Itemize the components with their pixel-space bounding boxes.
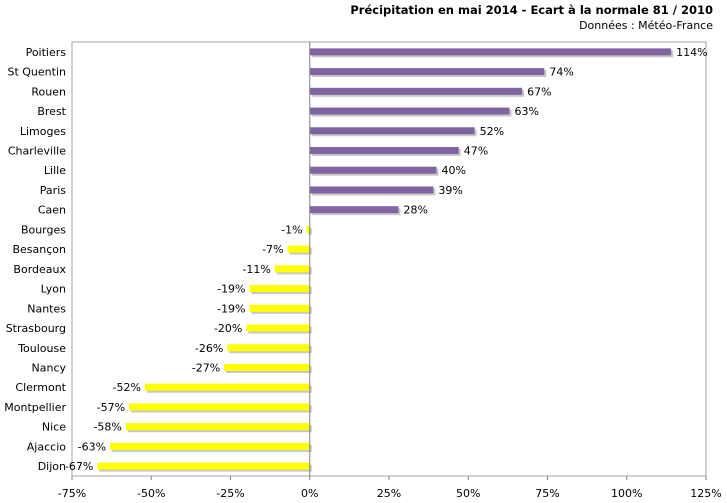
value-label: -11% xyxy=(242,263,270,276)
bar-brest xyxy=(309,107,510,115)
bar-bourges xyxy=(306,225,310,233)
value-label: -52% xyxy=(112,381,140,394)
value-label: -19% xyxy=(217,302,245,315)
category-label: Caen xyxy=(38,204,66,217)
value-label: 114% xyxy=(676,46,707,59)
bar-bordeaux xyxy=(274,265,310,273)
category-label: Strasbourg xyxy=(6,322,66,335)
bar-caen xyxy=(309,206,399,214)
category-label: Bourges xyxy=(21,223,66,236)
category-label: Ajaccio xyxy=(27,440,66,453)
category-label: Clermont xyxy=(15,381,66,394)
value-label: 39% xyxy=(438,184,462,197)
bar-limoges xyxy=(309,127,475,135)
value-label: 74% xyxy=(549,66,573,79)
value-label: -63% xyxy=(78,440,106,453)
x-tick-label: 100% xyxy=(611,487,642,500)
category-label: Poitiers xyxy=(26,46,67,59)
value-label: 28% xyxy=(404,204,428,217)
value-label: -19% xyxy=(217,283,245,296)
bar-dijon xyxy=(97,462,310,470)
category-label: Nantes xyxy=(27,302,66,315)
value-label: -27% xyxy=(192,362,220,375)
value-label: -57% xyxy=(97,401,125,414)
value-label: 52% xyxy=(480,125,504,138)
value-label: -1% xyxy=(281,223,302,236)
x-tick-label: -75% xyxy=(58,487,86,500)
chart-title: Précipitation en mai 2014 - Ecart à la n… xyxy=(350,3,713,17)
category-label: Bordeaux xyxy=(13,263,66,276)
x-tick-label: 50% xyxy=(456,487,480,500)
value-label: -58% xyxy=(93,421,121,434)
category-label: Nice xyxy=(42,421,66,434)
category-label: Charleville xyxy=(8,145,66,158)
bar-st-quentin xyxy=(309,68,545,76)
bar-paris xyxy=(309,186,434,194)
value-label: -67% xyxy=(65,460,93,473)
value-label: -7% xyxy=(262,243,283,256)
x-tick-label: 0% xyxy=(301,487,318,500)
category-label: Montpellier xyxy=(4,401,66,414)
bar-nancy xyxy=(224,364,310,371)
bar-lyon xyxy=(249,285,310,293)
x-axis: -75% -50% -25% 0% 25% 50% 75% 100% 125% xyxy=(58,42,722,500)
category-label: St Quentin xyxy=(7,66,66,79)
value-label: 63% xyxy=(514,105,538,118)
bar-toulouse xyxy=(227,344,310,352)
category-label: Lille xyxy=(44,164,66,177)
bar-rouen xyxy=(309,87,523,95)
bar-ajaccio xyxy=(110,442,310,450)
bar-lille xyxy=(309,166,437,174)
category-label: Dijon xyxy=(38,460,66,473)
category-label: Rouen xyxy=(31,85,66,98)
bar-nantes xyxy=(249,304,310,312)
x-tick-label: 75% xyxy=(535,487,559,500)
category-label: Toulouse xyxy=(17,342,66,355)
value-label: -20% xyxy=(214,322,242,335)
value-label: 67% xyxy=(527,85,551,98)
category-label: Limoges xyxy=(20,125,66,138)
bar-nice xyxy=(125,423,310,431)
category-label: Paris xyxy=(40,184,66,197)
category-label: Lyon xyxy=(41,283,66,296)
bar-clermont xyxy=(144,383,310,391)
bars-group xyxy=(97,48,674,472)
chart-subtitle: Données : Météo-France xyxy=(579,19,713,32)
labels-group: Poitiers 114% St Quentin 74% Rouen 67% Brest 63… xyxy=(4,46,707,473)
bar-poitiers xyxy=(309,48,672,56)
value-label: -26% xyxy=(195,342,223,355)
x-tick-label: 125% xyxy=(690,487,721,500)
x-tick-label: -25% xyxy=(216,487,244,500)
category-label: Besançon xyxy=(12,243,66,256)
bar-charleville xyxy=(309,147,459,154)
bar-montpellier xyxy=(129,403,310,411)
bar-strasbourg xyxy=(246,324,310,332)
value-label: 40% xyxy=(442,164,466,177)
value-label: 47% xyxy=(464,145,488,158)
bar-besan-on xyxy=(287,245,310,253)
category-label: Brest xyxy=(37,105,66,118)
category-label: Nancy xyxy=(32,362,67,375)
x-tick-label: -50% xyxy=(137,487,165,500)
x-tick-label: 25% xyxy=(377,487,401,500)
